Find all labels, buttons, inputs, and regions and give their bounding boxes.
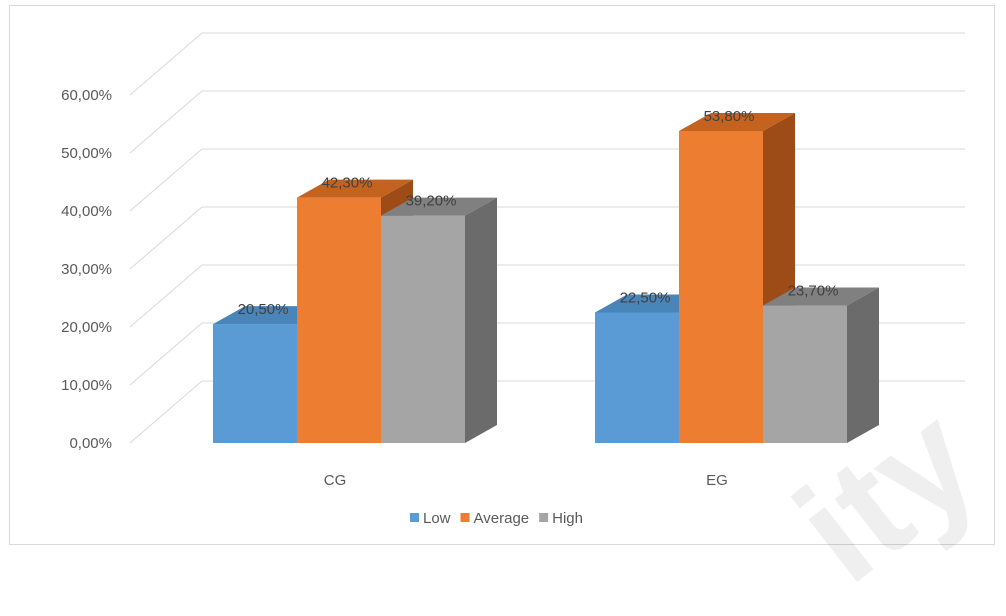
bar-low-eg <box>595 312 679 443</box>
x-category-label: EG <box>706 472 728 489</box>
bar-average-cg <box>297 197 381 443</box>
data-label: 53,80% <box>704 108 755 125</box>
bar-top <box>679 112 795 131</box>
bar-top <box>763 287 879 306</box>
legend-label: Low <box>423 510 451 527</box>
data-label: 20,50% <box>238 301 289 318</box>
bar-average-eg <box>679 130 763 443</box>
gridline-diagonal <box>129 322 203 386</box>
gridline-diagonal <box>129 264 203 328</box>
gridline-diagonal <box>129 148 203 212</box>
legend-label: High <box>552 510 583 527</box>
y-tick-label: 0,00% <box>69 435 112 452</box>
y-tick-label: 20,00% <box>61 319 112 336</box>
y-tick-label: 60,00% <box>61 87 112 104</box>
legend-swatch-high <box>539 513 549 522</box>
x-category-label: CG <box>324 472 347 489</box>
data-label: 22,50% <box>620 290 671 307</box>
gridline-diagonal <box>129 380 203 444</box>
gridline-diagonal <box>129 90 203 154</box>
data-label: 39,20% <box>406 193 457 210</box>
gridline-diagonal <box>129 206 203 270</box>
gridline-diagonal <box>129 32 203 96</box>
chart-frame <box>9 5 995 545</box>
y-tick-label: 10,00% <box>61 377 112 394</box>
bar-side <box>847 287 879 443</box>
legend-swatch-average <box>460 513 470 522</box>
data-label: 42,30% <box>322 175 373 192</box>
y-tick-label: 30,00% <box>61 261 112 278</box>
bar-top <box>297 179 413 198</box>
y-tick-label: 40,00% <box>61 203 112 220</box>
bar-high-eg <box>763 305 847 443</box>
data-label: 23,70% <box>788 283 839 300</box>
bar-top <box>381 197 497 216</box>
y-tick-label: 50,00% <box>61 145 112 162</box>
bar-low-cg <box>213 324 297 443</box>
legend-swatch-low <box>410 513 419 522</box>
legend-label: Average <box>474 510 530 527</box>
bar-side <box>465 197 497 443</box>
bar-chart: 0,00% 10,00% 20,00% 30,00% 40,00% 50,00% 60,00… <box>61 32 965 527</box>
bar-high-cg <box>381 215 465 443</box>
